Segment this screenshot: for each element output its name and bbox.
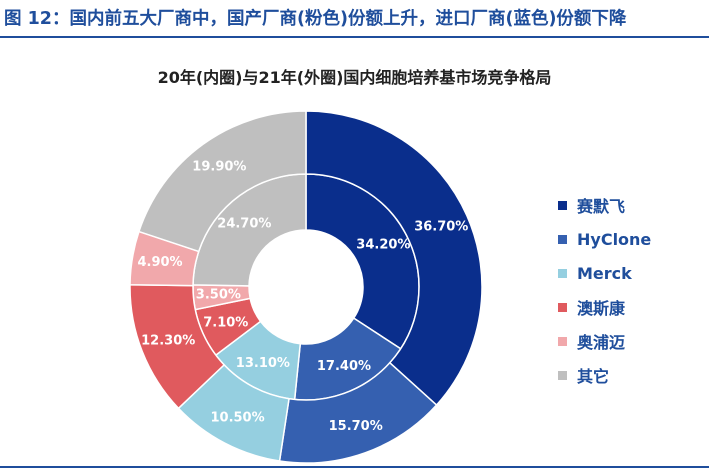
legend-swatch bbox=[558, 234, 567, 244]
legend-item: 奥浦迈 bbox=[558, 324, 651, 358]
outer-label-2: 10.50% bbox=[210, 411, 264, 426]
inner-label-5: 24.70% bbox=[217, 217, 271, 232]
outer-label-0: 36.70% bbox=[414, 219, 468, 234]
chart-legend: 赛默飞 HyClone Merck 澳斯康奥浦迈其它 bbox=[558, 188, 651, 392]
legend-label: 其它 bbox=[577, 367, 610, 386]
legend-swatch bbox=[558, 302, 567, 312]
legend-item: HyClone bbox=[558, 222, 651, 256]
legend-label: Merck bbox=[577, 263, 632, 283]
legend-swatch bbox=[558, 370, 567, 380]
title-divider bbox=[0, 36, 709, 38]
figure-title: 图 12：国内前五大厂商中，国产厂商(粉色)份额上升，进口厂商(蓝色)份额下降 bbox=[4, 9, 627, 29]
outer-label-1: 15.70% bbox=[329, 419, 383, 434]
legend-swatch bbox=[558, 200, 567, 210]
bottom-divider bbox=[0, 466, 709, 468]
outer-slice-0 bbox=[305, 110, 483, 407]
inner-label-0: 34.20% bbox=[356, 238, 410, 253]
outer-label-4: 4.90% bbox=[137, 255, 182, 270]
inner-label-2: 13.10% bbox=[236, 356, 290, 371]
legend-label: 澳斯康 bbox=[577, 299, 626, 318]
inner-label-4: 3.50% bbox=[196, 288, 241, 303]
legend-label: 赛默飞 bbox=[577, 197, 626, 216]
legend-swatch bbox=[558, 336, 567, 346]
outer-slice-5 bbox=[138, 110, 307, 253]
legend-item: 其它 bbox=[558, 358, 651, 392]
legend-item: 赛默飞 bbox=[558, 188, 651, 222]
legend-label: 奥浦迈 bbox=[577, 333, 626, 352]
legend-swatch bbox=[558, 268, 567, 278]
inner-label-1: 17.40% bbox=[317, 359, 371, 374]
chart-title: 20年(内圈)与21年(外圈)国内细胞培养基市场竞争格局 bbox=[157, 68, 552, 87]
legend-item: Merck bbox=[558, 256, 651, 290]
inner-label-3: 7.10% bbox=[203, 316, 248, 331]
outer-label-3: 12.30% bbox=[141, 334, 195, 349]
legend-label: HyClone bbox=[577, 229, 652, 249]
legend-item: 澳斯康 bbox=[558, 290, 651, 324]
outer-label-5: 19.90% bbox=[192, 159, 246, 174]
